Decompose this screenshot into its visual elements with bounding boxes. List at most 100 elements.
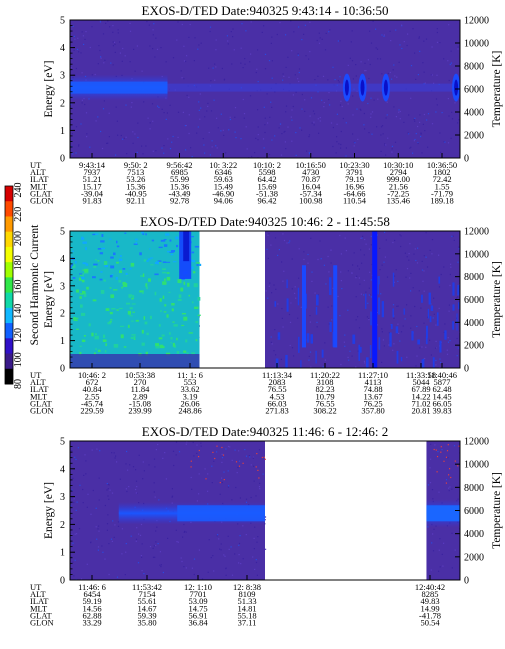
table-row-label: GLAT	[30, 398, 53, 408]
noise-pixel	[104, 504, 106, 507]
noise-pixel	[158, 499, 160, 501]
noise-pixel	[77, 37, 79, 39]
noise-pixel	[80, 578, 83, 580]
noise-pixel	[112, 25, 114, 27]
noise-pixel	[282, 280, 284, 282]
noise-pixel	[78, 51, 80, 53]
noise-pixel	[301, 129, 303, 131]
noise-pixel	[295, 132, 297, 134]
noise-pixel	[171, 488, 173, 490]
noise-pixel	[213, 460, 215, 462]
noise-pixel	[309, 51, 311, 53]
noise-pixel	[357, 265, 359, 267]
noise-pixel	[420, 307, 422, 309]
noise-pixel	[196, 500, 198, 502]
noise-pixel	[363, 360, 366, 362]
table-cell: 66.05	[432, 398, 451, 408]
noise-pixel	[107, 142, 109, 144]
noise-pixel	[392, 69, 394, 71]
high-energy-dot	[448, 474, 450, 476]
warm-pixel	[71, 264, 76, 269]
noise-pixel	[83, 43, 85, 45]
noise-pixel	[450, 50, 452, 52]
noise-pixel	[324, 49, 327, 51]
noise-pixel	[234, 116, 236, 118]
noise-pixel	[416, 355, 418, 357]
y2-axis-label: Temperature [K]	[491, 472, 503, 549]
noise-pixel	[142, 153, 144, 155]
noise-pixel	[268, 285, 270, 287]
table-cell: 15.49	[214, 181, 233, 191]
warm-pixel	[109, 275, 113, 278]
y-tick-label: 1	[60, 126, 65, 137]
streak-pixel	[274, 301, 277, 307]
warm-pixel	[91, 332, 94, 337]
table-cell: 6985	[171, 167, 188, 177]
noise-pixel	[448, 79, 450, 82]
noise-pixel	[262, 473, 264, 475]
noise-pixel	[319, 37, 321, 39]
noise-pixel	[312, 110, 315, 112]
noise-pixel	[122, 138, 124, 140]
noise-pixel	[449, 284, 451, 287]
table-row-label: UT	[30, 160, 42, 170]
noise-pixel	[398, 61, 400, 63]
table-cell: 66.03	[267, 398, 286, 408]
noise-pixel	[436, 41, 439, 43]
noise-pixel	[97, 549, 99, 551]
warm-pixel	[95, 348, 98, 350]
noise-pixel	[327, 79, 329, 81]
warm-pixel	[109, 287, 112, 289]
warm-pixel	[70, 265, 72, 269]
noise-pixel	[318, 32, 320, 34]
noise-pixel	[397, 323, 399, 325]
noise-pixel	[215, 145, 217, 147]
noise-pixel	[439, 42, 441, 44]
noise-pixel	[283, 131, 285, 133]
warm-pixel	[123, 346, 127, 348]
noise-pixel	[386, 114, 388, 116]
colorbar-tick-label: 220	[13, 207, 24, 222]
noise-pixel	[270, 244, 272, 246]
warm-pixel	[93, 352, 96, 356]
warm-pixel	[74, 319, 78, 322]
noise-pixel	[291, 258, 293, 260]
noise-pixel	[228, 485, 230, 487]
table-cell: -72.25	[387, 188, 409, 198]
noise-pixel	[451, 235, 453, 237]
noise-pixel	[375, 47, 377, 49]
noise-pixel	[345, 155, 347, 157]
noise-pixel	[271, 343, 273, 345]
noise-pixel	[287, 126, 289, 128]
noise-pixel	[381, 331, 383, 333]
warm-pixel	[143, 316, 146, 320]
noise-pixel	[252, 457, 254, 459]
warm-pixel	[146, 332, 149, 336]
noise-pixel	[310, 237, 312, 239]
streak-pixel	[377, 283, 379, 295]
warm-pixel	[93, 263, 98, 266]
noise-pixel	[183, 566, 185, 568]
noise-pixel	[288, 313, 291, 316]
noise-pixel	[289, 240, 291, 242]
warm-pixel	[104, 350, 107, 353]
noise-pixel	[149, 122, 151, 124]
noise-pixel	[160, 47, 162, 49]
noise-pixel	[355, 319, 357, 321]
noise-pixel	[257, 536, 259, 538]
noise-pixel	[224, 555, 226, 557]
noise-pixel	[210, 557, 212, 559]
warm-pixel	[148, 278, 151, 282]
warm-pixel	[187, 282, 190, 287]
table-cell: 10:23:30	[339, 160, 369, 170]
noise-pixel	[376, 234, 378, 236]
noise-pixel	[226, 35, 228, 37]
noise-pixel	[298, 68, 301, 70]
noise-pixel	[336, 123, 338, 125]
noise-pixel	[429, 467, 431, 469]
warm-pixel	[97, 260, 100, 262]
warm-pixel	[125, 272, 128, 276]
noise-pixel	[427, 113, 430, 115]
noise-pixel	[194, 37, 196, 39]
noise-pixel	[282, 326, 284, 328]
